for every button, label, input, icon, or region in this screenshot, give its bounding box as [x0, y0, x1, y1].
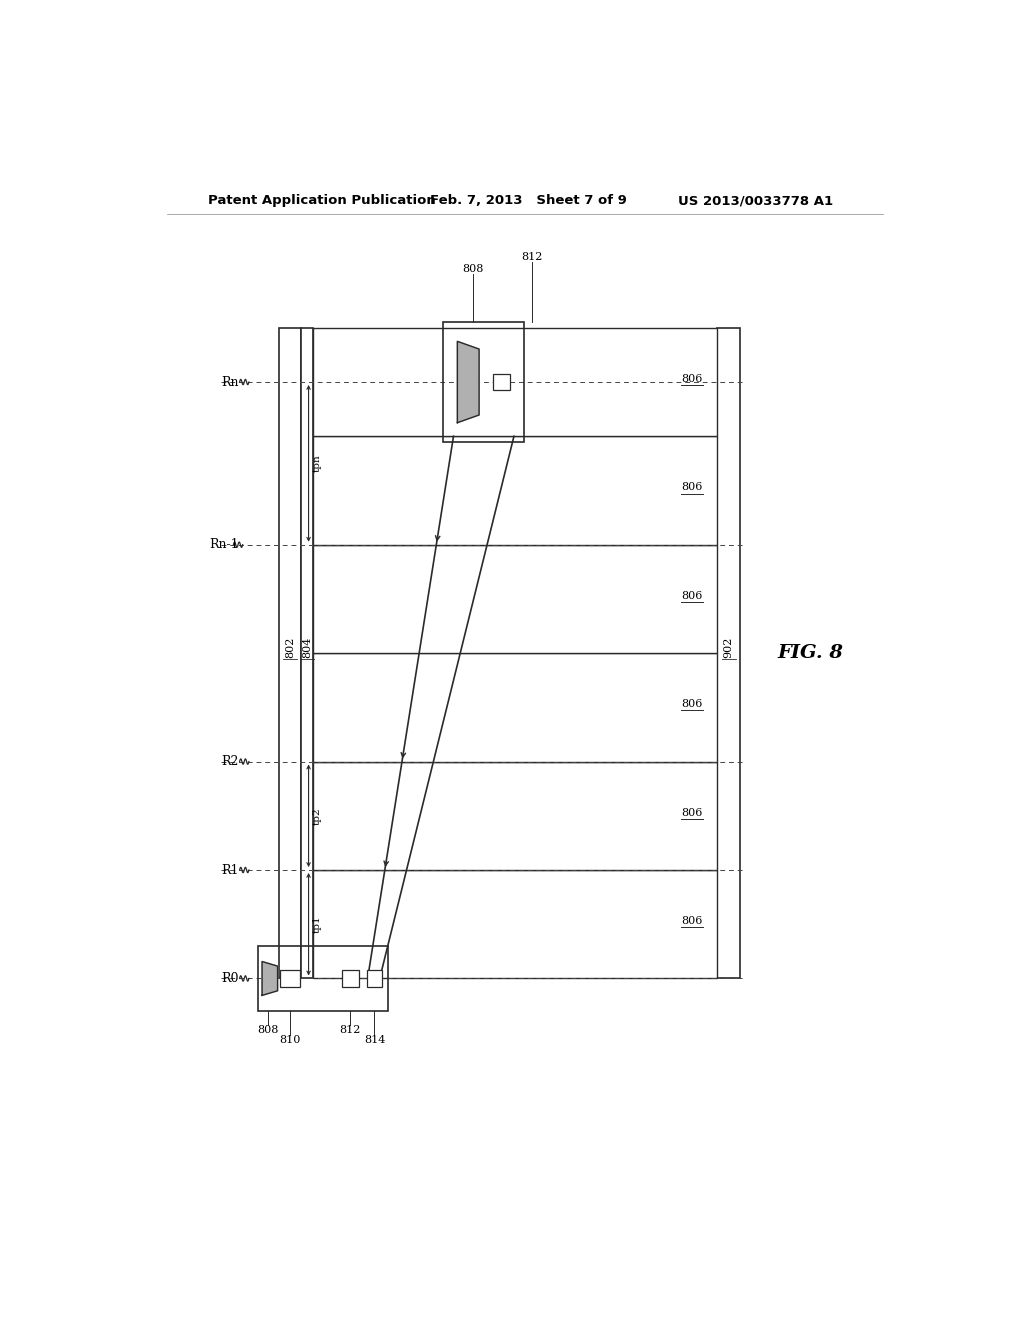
- Text: Rn: Rn: [221, 375, 239, 388]
- Text: 806: 806: [682, 374, 702, 384]
- Text: Patent Application Publication: Patent Application Publication: [208, 194, 435, 207]
- Text: tp2: tp2: [312, 807, 322, 825]
- Bar: [313, 762, 717, 870]
- Text: 808: 808: [462, 264, 483, 275]
- Text: 808: 808: [258, 1024, 279, 1035]
- Text: 806: 806: [682, 808, 702, 817]
- Bar: [342, 970, 359, 987]
- Bar: [443, 322, 524, 442]
- Bar: [280, 327, 301, 978]
- Text: Rn-1: Rn-1: [209, 539, 239, 552]
- Text: 806: 806: [682, 916, 702, 927]
- Text: US 2013/0033778 A1: US 2013/0033778 A1: [678, 194, 834, 207]
- Bar: [367, 970, 382, 987]
- Text: FIG. 8: FIG. 8: [777, 644, 843, 663]
- Text: R1: R1: [221, 863, 239, 876]
- Text: 812: 812: [340, 1024, 361, 1035]
- Text: 806: 806: [682, 591, 702, 601]
- Text: 812: 812: [521, 252, 543, 263]
- Text: 814: 814: [364, 1035, 385, 1045]
- Polygon shape: [458, 342, 479, 422]
- Text: 804: 804: [302, 636, 312, 657]
- Bar: [313, 870, 717, 978]
- Text: 902: 902: [724, 636, 733, 657]
- Text: 806: 806: [682, 482, 702, 492]
- Bar: [280, 970, 300, 987]
- Text: 802: 802: [285, 636, 295, 657]
- Bar: [313, 327, 717, 436]
- Bar: [493, 374, 510, 391]
- Text: Feb. 7, 2013   Sheet 7 of 9: Feb. 7, 2013 Sheet 7 of 9: [430, 194, 627, 207]
- Text: 810: 810: [280, 1035, 301, 1045]
- Text: R0: R0: [221, 972, 239, 985]
- Bar: [301, 327, 313, 978]
- Text: 806: 806: [682, 700, 702, 709]
- Polygon shape: [262, 961, 278, 995]
- Bar: [313, 436, 717, 545]
- Text: tp1: tp1: [312, 915, 322, 933]
- Bar: [313, 545, 717, 653]
- Bar: [313, 653, 717, 762]
- Text: tpn: tpn: [312, 454, 322, 473]
- Bar: [258, 946, 388, 1011]
- Bar: [717, 327, 740, 978]
- Text: R2: R2: [221, 755, 239, 768]
